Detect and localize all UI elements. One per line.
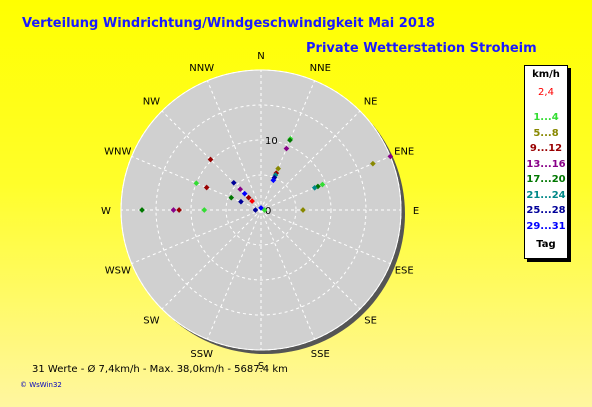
data-point xyxy=(245,194,252,201)
direction-label: NNW xyxy=(189,63,214,74)
direction-label: NW xyxy=(143,96,160,107)
legend-entry: 5...8 xyxy=(533,127,559,139)
data-point xyxy=(387,153,394,160)
data-point xyxy=(270,177,277,184)
legend-entry: 29...31 xyxy=(526,220,566,232)
rose-ring xyxy=(225,174,297,246)
data-point xyxy=(370,160,376,167)
chart-title: Verteilung Windrichtung/Windgeschwindigk… xyxy=(22,16,435,31)
data-point xyxy=(193,180,200,187)
data-point xyxy=(139,207,145,213)
direction-label: SE xyxy=(364,316,377,327)
data-point xyxy=(283,145,290,152)
direction-label: NNE xyxy=(310,63,331,74)
rose-spoke xyxy=(260,80,316,211)
direction-label: S xyxy=(258,361,264,372)
direction-label: WNW xyxy=(104,147,131,158)
data-point xyxy=(176,207,182,213)
data-point xyxy=(207,156,214,163)
rose-spoke xyxy=(260,110,361,211)
direction-label: SSE xyxy=(311,349,330,360)
rose-spoke xyxy=(260,209,361,310)
direction-label: ENE xyxy=(394,147,414,158)
data-point xyxy=(203,184,210,191)
rose-spoke xyxy=(161,209,262,310)
rose-spoke xyxy=(260,155,391,211)
legend-entry: 1...4 xyxy=(533,112,559,123)
ring-label: 10 xyxy=(265,136,278,147)
direction-label: W xyxy=(101,206,111,217)
legend-entry: 25...28 xyxy=(526,205,566,216)
direction-label: WSW xyxy=(105,265,131,276)
data-point xyxy=(228,194,235,201)
legend-entry: 17...20 xyxy=(526,174,566,185)
summary-line: 31 Werte - Ø 7,4km/h - Max. 38,0km/h - 5… xyxy=(32,364,288,375)
rose-spoke xyxy=(131,155,262,211)
data-point xyxy=(252,207,259,213)
data-point xyxy=(230,179,237,186)
data-point xyxy=(249,198,255,204)
data-point xyxy=(300,207,306,213)
data-point xyxy=(319,181,326,188)
ring-label: 0 xyxy=(265,206,271,217)
legend-entry: 9...12 xyxy=(529,143,563,154)
rose-ring xyxy=(190,139,332,281)
station-name: Private Wetterstation Stroheim xyxy=(306,41,537,56)
rose-spoke xyxy=(260,209,316,340)
data-point xyxy=(258,205,264,211)
direction-label: SW xyxy=(143,316,159,327)
data-point xyxy=(311,184,318,191)
speed-legend: km/h 2,4 Tag 1...4 5...8 9...12 13...16 17..… xyxy=(524,65,568,259)
data-point xyxy=(287,137,293,143)
rose-spoke xyxy=(131,209,262,265)
rose-spoke xyxy=(161,110,262,211)
direction-label: NE xyxy=(364,96,378,107)
data-point xyxy=(238,198,244,205)
data-point xyxy=(241,190,248,197)
legend-header: km/h xyxy=(532,69,560,80)
direction-label: ESE xyxy=(395,265,414,276)
direction-label: E xyxy=(413,206,419,217)
data-point xyxy=(201,207,208,213)
legend-entry: 13...16 xyxy=(526,158,566,170)
rose-spoke xyxy=(260,209,391,265)
data-point xyxy=(275,165,281,172)
direction-label: N xyxy=(257,51,264,62)
data-point xyxy=(170,207,177,213)
direction-label: SSW xyxy=(190,349,213,360)
legend-red-value: 2,4 xyxy=(538,87,554,98)
legend-entry: 21...24 xyxy=(526,189,566,201)
copyright: © WsWin32 xyxy=(20,381,62,389)
legend-footer: Tag xyxy=(536,239,556,250)
rose-spoke xyxy=(206,209,262,340)
data-point xyxy=(237,186,244,193)
rose-spoke xyxy=(206,80,262,211)
